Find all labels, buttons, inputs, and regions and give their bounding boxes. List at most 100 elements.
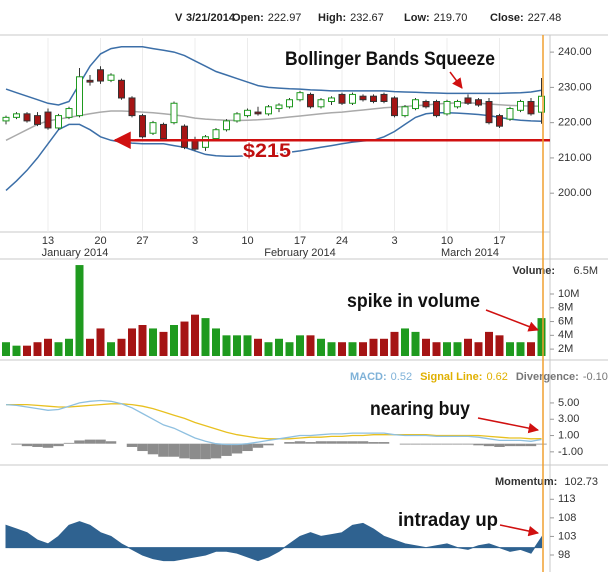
candle-body <box>485 100 493 124</box>
candle-body <box>286 99 293 108</box>
volume-bar <box>485 331 493 356</box>
volume-bar <box>107 342 115 356</box>
momentum-area <box>5 521 542 562</box>
divergence-bar <box>536 443 547 445</box>
annotation: $215 <box>243 141 291 162</box>
volume-bar <box>306 335 315 356</box>
volume-bar <box>348 342 357 356</box>
y-tick-label: 200.00 <box>558 187 592 199</box>
annotation: spike in volume <box>347 291 480 312</box>
y-tick-label: 8M <box>558 302 573 314</box>
readout-value: 0.52 <box>391 371 412 383</box>
x-tick-label: 17 <box>294 235 306 247</box>
volume-bar <box>327 342 336 356</box>
readout-value: -0.10 <box>583 371 608 383</box>
candle-body <box>223 120 230 131</box>
divergence-bar <box>105 441 117 444</box>
candle-body <box>128 97 136 117</box>
readout-value: 102.73 <box>564 476 598 488</box>
volume-bar <box>117 338 126 356</box>
quote-field: High: 232.67 <box>318 12 384 24</box>
volume-bar <box>243 335 252 356</box>
volume-bar <box>285 342 294 356</box>
month-label: February 2014 <box>264 247 336 259</box>
candle-body <box>254 111 262 115</box>
symbol: V <box>175 12 183 24</box>
candle-body <box>307 93 314 108</box>
divergence-bar <box>399 443 411 445</box>
volume-bar <box>149 328 157 356</box>
y-tick-label: 108 <box>558 512 576 524</box>
readout-value: 0.62 <box>486 371 507 383</box>
quote-value: 222.97 <box>268 12 302 24</box>
candle-body <box>139 115 146 138</box>
candle-body <box>517 100 524 111</box>
candle-body <box>212 129 220 140</box>
candle-body <box>170 102 178 124</box>
candle-body <box>422 100 430 108</box>
annotation: nearing buy <box>370 399 470 420</box>
candle-body <box>538 95 545 113</box>
y-tick-label: 4M <box>558 329 573 341</box>
x-tick-label: 20 <box>94 235 106 247</box>
volume-bar <box>54 342 63 356</box>
readouts: MACD: 0.52 Signal Line: 0.62 Divergence: -0.1… <box>350 371 608 383</box>
divergence-bar <box>420 443 432 445</box>
volume-bar <box>527 342 535 356</box>
divergence-bar <box>42 443 54 448</box>
volume-bar <box>23 345 31 356</box>
readout-value: 6.5M <box>574 265 598 277</box>
x-tick-label: 3 <box>391 235 397 247</box>
readout: Volume: <box>512 265 555 277</box>
candle-body <box>191 139 199 150</box>
candle-body <box>202 136 209 148</box>
volume-bar <box>443 342 451 356</box>
candle-body <box>454 100 461 108</box>
divergence-bar <box>294 441 306 444</box>
divergence-bar <box>452 443 463 445</box>
volume-bar <box>138 325 147 356</box>
divergence-bar <box>11 443 22 445</box>
x-tick-label: 24 <box>336 235 348 247</box>
volume-bar <box>212 328 220 356</box>
x-tick-label: 17 <box>493 235 505 247</box>
candle-body <box>317 99 325 108</box>
volume-bar <box>96 328 105 356</box>
candle-body <box>412 99 419 110</box>
quote-value: 219.70 <box>434 12 468 24</box>
volume-bar <box>33 342 42 356</box>
quote-header: V 3/21/2014 Open: 222.97 High: 232.67 Low: 21… <box>175 12 561 24</box>
volume-bar <box>464 338 472 356</box>
indicator-line <box>6 403 542 440</box>
divergence-bar <box>168 443 180 457</box>
volume-bar <box>317 338 325 356</box>
volume-bar <box>359 342 367 356</box>
volume-bar <box>12 345 21 356</box>
divergence-bar <box>462 443 474 445</box>
volume-bar <box>65 338 73 356</box>
divergence-bar <box>284 442 295 444</box>
volume-bar <box>401 328 409 356</box>
volume-bar <box>75 265 84 356</box>
candle-body <box>107 74 115 81</box>
x-tick-label: 10 <box>441 235 453 247</box>
candle-body <box>359 95 367 101</box>
divergence-bar <box>95 439 106 444</box>
divergence-bar <box>200 443 211 460</box>
divergence-bar <box>84 439 96 444</box>
volume-bar <box>495 335 504 356</box>
volume-bar <box>86 338 94 356</box>
divergence-bar <box>221 443 232 456</box>
y-tick-label: 113 <box>558 493 576 505</box>
divergence-bar <box>326 441 337 444</box>
candle-body <box>527 100 535 115</box>
volume-bar <box>453 342 462 356</box>
divergence-bar <box>441 443 453 445</box>
divergence-bar <box>515 443 526 447</box>
volume-bar <box>170 325 178 356</box>
volume-bar <box>516 342 525 356</box>
volume-bar <box>2 342 10 356</box>
divergence-bar <box>137 443 148 452</box>
candle-body <box>76 76 83 117</box>
